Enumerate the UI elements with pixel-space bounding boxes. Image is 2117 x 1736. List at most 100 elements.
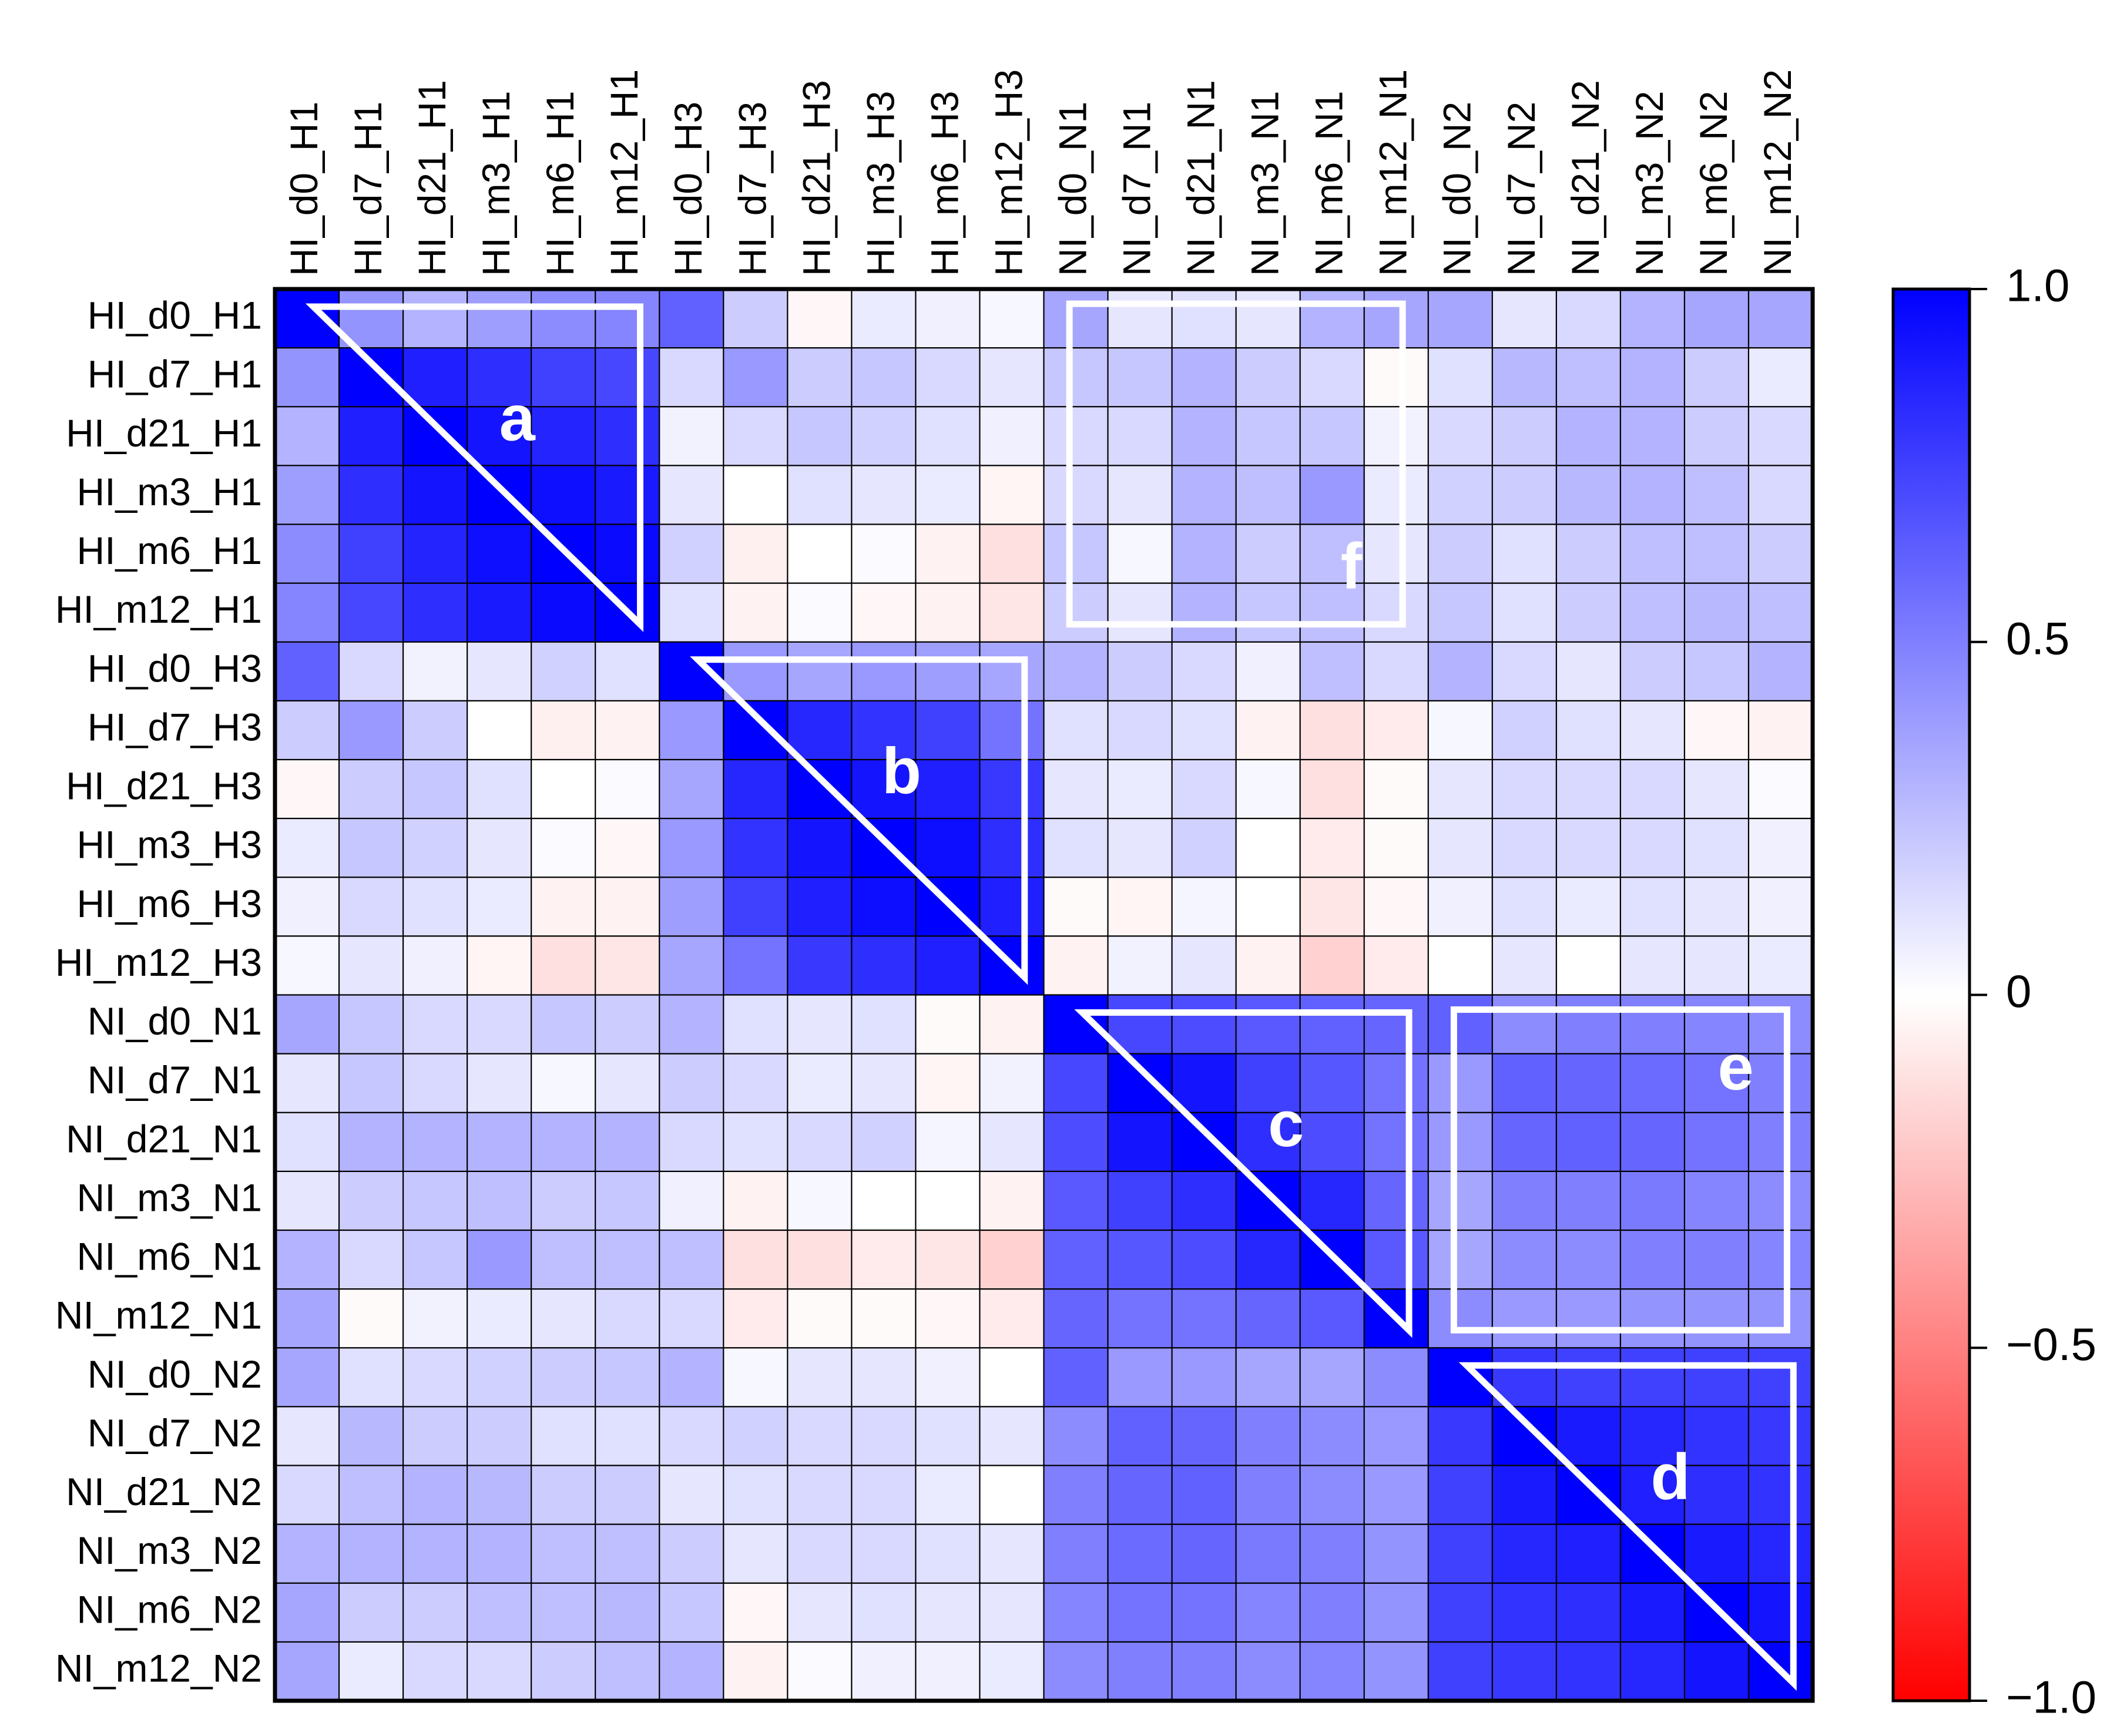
heatmap-cell — [1108, 1641, 1173, 1701]
heatmap-cell — [1556, 1583, 1621, 1643]
heatmap-cell — [1364, 1112, 1429, 1172]
heatmap-cell — [787, 1406, 852, 1466]
heatmap-cell — [1492, 1053, 1557, 1113]
row-label: NI_m12_N1 — [55, 1294, 262, 1337]
column-label: HI_d7_H1 — [346, 102, 390, 276]
heatmap-cell — [1620, 1465, 1685, 1525]
heatmap-cell — [659, 1112, 724, 1172]
heatmap-cell — [1556, 289, 1621, 348]
heatmap-cell — [787, 936, 852, 996]
heatmap-cell — [1428, 524, 1493, 584]
heatmap-cell — [659, 1289, 724, 1348]
heatmap-cell — [1620, 1112, 1685, 1172]
row-label: NI_m3_N1 — [77, 1176, 262, 1219]
heatmap-cell — [1684, 642, 1749, 701]
annotation-label-c: c — [1268, 1088, 1304, 1160]
heatmap-cell — [1300, 995, 1365, 1055]
heatmap-cell — [1108, 1112, 1173, 1172]
heatmap-cell — [1684, 289, 1749, 348]
heatmap-cell — [1108, 1053, 1173, 1113]
heatmap-cell — [1236, 1348, 1301, 1407]
heatmap-cell — [723, 936, 788, 996]
heatmap-cell — [595, 1230, 660, 1290]
heatmap-cell — [851, 1583, 917, 1643]
heatmap-cell — [1172, 877, 1237, 936]
heatmap-cell — [851, 760, 917, 819]
heatmap-cell — [787, 760, 852, 819]
row-label: HI_m3_H3 — [77, 823, 262, 867]
heatmap-cell — [1172, 583, 1237, 643]
row-label: HI_d7_H1 — [88, 352, 262, 396]
heatmap-cell — [851, 818, 917, 878]
column-label: HI_m3_H1 — [474, 91, 518, 276]
heatmap-cell — [1556, 1171, 1621, 1231]
heatmap-cell — [1492, 524, 1557, 584]
heatmap-cell — [339, 642, 404, 701]
heatmap-cell — [1620, 348, 1685, 407]
heatmap-cell — [339, 1524, 404, 1584]
heatmap-cell — [979, 818, 1045, 878]
heatmap-cell — [403, 642, 468, 701]
heatmap-cell — [1236, 1583, 1301, 1643]
heatmap-cell — [787, 818, 852, 878]
heatmap-cell — [595, 642, 660, 701]
heatmap-cell — [1492, 995, 1557, 1055]
heatmap-cell — [979, 1465, 1045, 1525]
heatmap-cell — [1044, 1465, 1109, 1525]
heatmap-cell — [339, 1641, 404, 1701]
heatmap-cell — [595, 700, 660, 760]
heatmap-cell — [659, 583, 724, 643]
heatmap-cell — [339, 583, 404, 643]
heatmap-cell — [1428, 1289, 1493, 1348]
heatmap-cell — [1620, 1289, 1685, 1348]
heatmap-cell — [531, 1230, 596, 1290]
heatmap-cell — [851, 1112, 917, 1172]
heatmap-cell — [979, 1289, 1045, 1348]
heatmap-cell — [531, 1348, 596, 1407]
heatmap-cell — [531, 1053, 596, 1113]
heatmap-cell — [1620, 1406, 1685, 1466]
heatmap-cell — [595, 407, 660, 466]
heatmap-cell — [1684, 1348, 1749, 1407]
heatmap-cell — [1684, 1524, 1749, 1584]
annotation-label-f: f — [1341, 530, 1363, 603]
heatmap-cell — [787, 289, 852, 348]
heatmap-cell — [1044, 583, 1109, 643]
row-label: NI_d7_N1 — [88, 1058, 262, 1102]
heatmap-cell — [1044, 1053, 1109, 1113]
heatmap-cell — [787, 1112, 852, 1172]
heatmap-cell — [1748, 583, 1813, 643]
heatmap-cell — [979, 407, 1045, 466]
heatmap-cell — [1492, 465, 1557, 525]
heatmap-cell — [723, 1289, 788, 1348]
heatmap-cell — [595, 1406, 660, 1466]
heatmap-cell — [659, 818, 724, 878]
heatmap-cell — [1044, 700, 1109, 760]
heatmap-cell — [1236, 1524, 1301, 1584]
heatmap-cell — [1620, 1641, 1685, 1701]
heatmap-cell — [1108, 583, 1173, 643]
heatmap-cell — [1684, 1171, 1749, 1231]
heatmap-cell — [723, 524, 788, 584]
column-label: NI_m12_N1 — [1371, 69, 1415, 276]
heatmap-cell — [1684, 1289, 1749, 1348]
heatmap-cell — [1428, 1230, 1493, 1290]
column-label: NI_m3_N2 — [1628, 91, 1671, 276]
heatmap-cell — [1428, 289, 1493, 348]
heatmap-cell — [723, 1230, 788, 1290]
heatmap-cell — [1556, 524, 1621, 584]
heatmap-cell — [1748, 1583, 1813, 1643]
column-label: HI_m6_H1 — [538, 91, 582, 276]
heatmap-cell — [1044, 760, 1109, 819]
heatmap-cell — [787, 1348, 852, 1407]
heatmap-cell — [1172, 1465, 1237, 1525]
heatmap-cell — [1364, 1053, 1429, 1113]
column-label: HI_d21_H3 — [794, 80, 838, 276]
heatmap-cell — [851, 524, 917, 584]
heatmap-cell — [851, 407, 917, 466]
heatmap-cell — [659, 407, 724, 466]
heatmap-cell — [787, 524, 852, 584]
heatmap-cell — [915, 995, 981, 1055]
heatmap-cell — [275, 818, 340, 878]
heatmap-cell — [851, 1171, 917, 1231]
